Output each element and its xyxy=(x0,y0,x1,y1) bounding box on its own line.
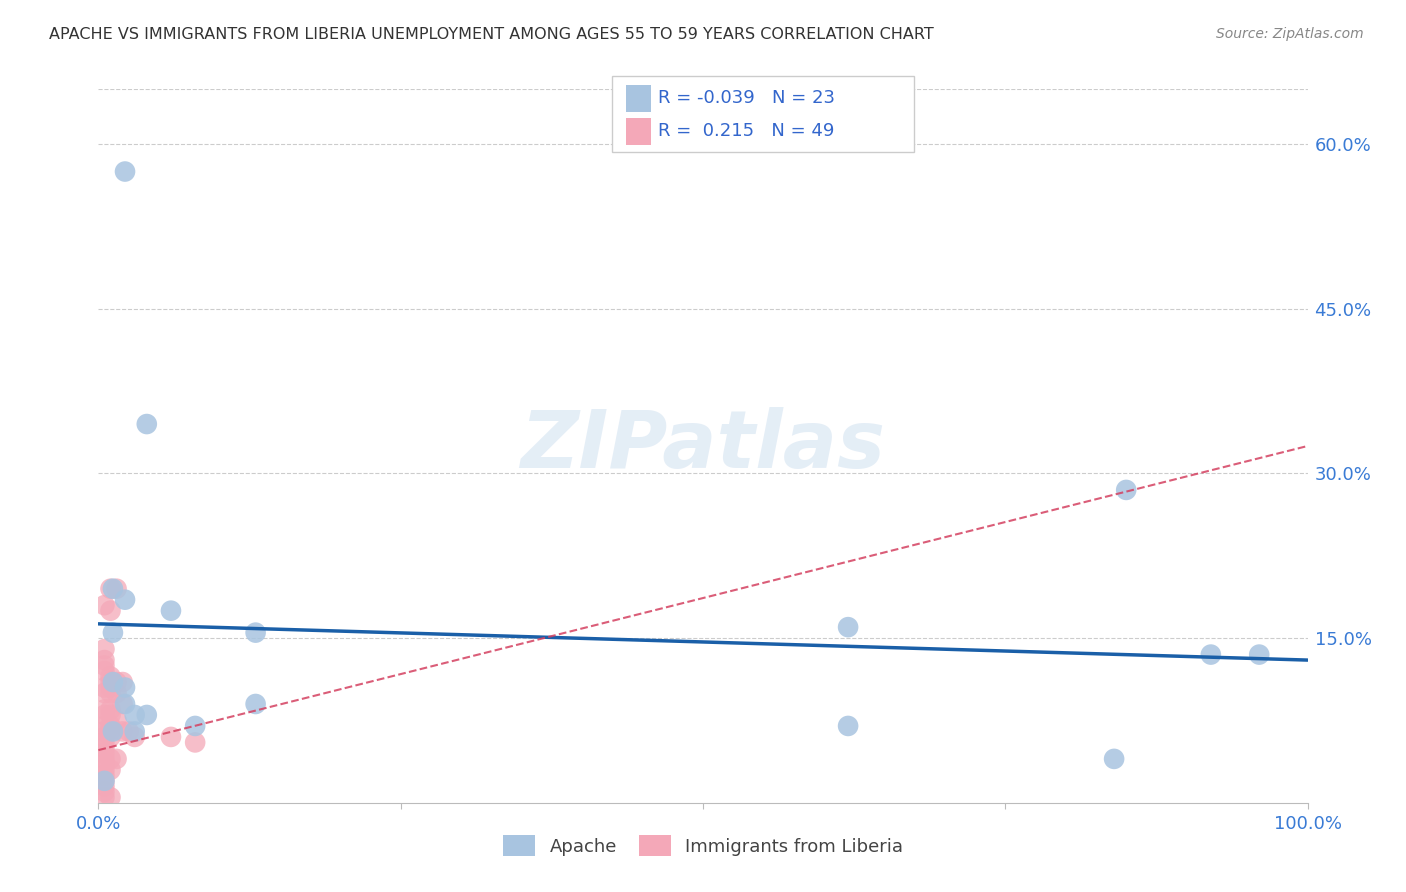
Point xyxy=(124,708,146,723)
Text: Source: ZipAtlas.com: Source: ZipAtlas.com xyxy=(1216,27,1364,41)
Point xyxy=(101,582,124,596)
Point xyxy=(93,653,115,667)
Point xyxy=(100,604,122,618)
Point xyxy=(93,730,115,744)
Point xyxy=(93,681,115,695)
Point xyxy=(100,669,122,683)
Point xyxy=(100,730,122,744)
Point xyxy=(93,780,115,794)
Point xyxy=(93,642,115,657)
Point xyxy=(105,686,128,700)
Point xyxy=(124,724,146,739)
Text: ZIPatlas: ZIPatlas xyxy=(520,407,886,485)
Point xyxy=(114,164,136,178)
Legend: Apache, Immigrants from Liberia: Apache, Immigrants from Liberia xyxy=(494,826,912,865)
Point xyxy=(1102,752,1125,766)
Point xyxy=(111,675,134,690)
Point xyxy=(105,582,128,596)
Point xyxy=(93,747,115,761)
Point xyxy=(100,708,122,723)
Point xyxy=(100,686,122,700)
Point xyxy=(93,708,115,723)
Point xyxy=(184,735,207,749)
Point xyxy=(93,686,115,700)
Point xyxy=(837,719,859,733)
Point xyxy=(100,752,122,766)
Point xyxy=(93,773,115,788)
Text: APACHE VS IMMIGRANTS FROM LIBERIA UNEMPLOYMENT AMONG AGES 55 TO 59 YEARS CORRELA: APACHE VS IMMIGRANTS FROM LIBERIA UNEMPL… xyxy=(49,27,934,42)
Point xyxy=(93,719,115,733)
Point xyxy=(100,790,122,805)
Point xyxy=(93,752,115,766)
Text: R =  0.215   N = 49: R = 0.215 N = 49 xyxy=(658,122,834,140)
Point xyxy=(100,763,122,777)
Point xyxy=(93,763,115,777)
Point xyxy=(100,681,122,695)
Point xyxy=(1249,648,1271,662)
Text: R = -0.039   N = 23: R = -0.039 N = 23 xyxy=(658,89,835,107)
Point xyxy=(93,724,115,739)
Point xyxy=(93,664,115,678)
Point xyxy=(114,681,136,695)
Point xyxy=(135,417,157,431)
Point xyxy=(100,719,122,733)
Point xyxy=(184,719,207,733)
Point xyxy=(100,582,122,596)
Point xyxy=(245,697,267,711)
Point xyxy=(93,785,115,799)
Point xyxy=(160,604,183,618)
Point xyxy=(245,625,267,640)
Point xyxy=(135,708,157,723)
Point xyxy=(114,697,136,711)
Point xyxy=(114,592,136,607)
Point xyxy=(100,702,122,716)
Point xyxy=(1199,648,1222,662)
Point xyxy=(93,735,115,749)
Point xyxy=(93,768,115,782)
Point xyxy=(101,724,124,739)
Point xyxy=(105,714,128,728)
Point xyxy=(93,740,115,755)
Point xyxy=(101,675,124,690)
Point xyxy=(111,697,134,711)
Point xyxy=(101,625,124,640)
Point xyxy=(93,757,115,772)
Point xyxy=(93,598,115,612)
Point xyxy=(105,752,128,766)
Point xyxy=(100,724,122,739)
Point xyxy=(111,724,134,739)
Point xyxy=(160,730,183,744)
Point xyxy=(93,658,115,673)
Point xyxy=(93,790,115,805)
Point xyxy=(100,675,122,690)
Point xyxy=(105,675,128,690)
Point xyxy=(93,773,115,788)
Point xyxy=(118,724,141,739)
Point xyxy=(124,730,146,744)
Point xyxy=(93,702,115,716)
Point xyxy=(1115,483,1137,497)
Point xyxy=(837,620,859,634)
